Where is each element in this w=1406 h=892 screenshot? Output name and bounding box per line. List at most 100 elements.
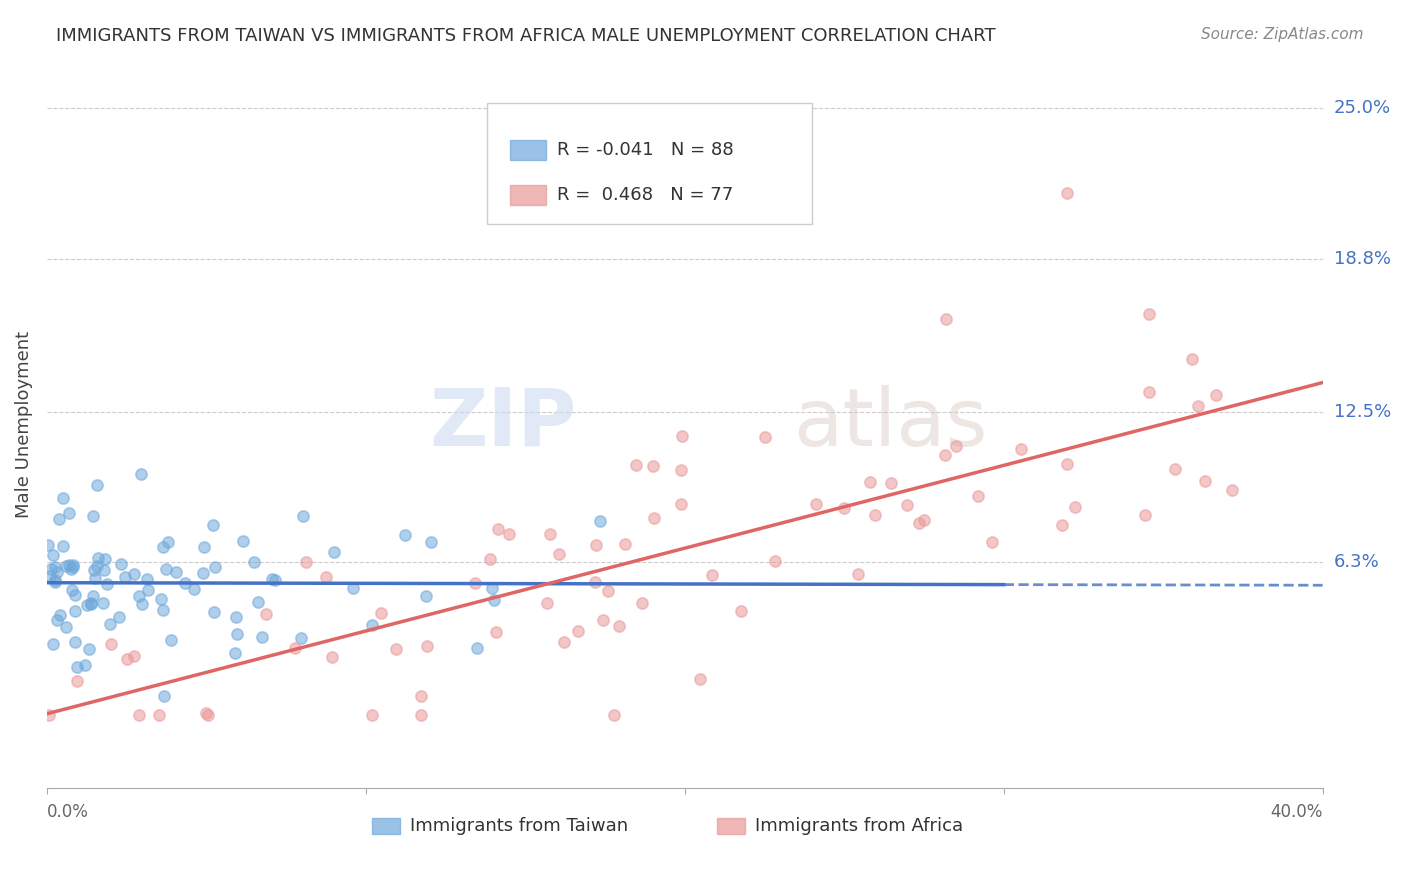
Point bbox=[832, 500, 855, 515]
Point bbox=[42, 548, 65, 562]
Point bbox=[981, 534, 1004, 549]
Point bbox=[49, 608, 72, 623]
Text: 18.8%: 18.8% bbox=[1334, 250, 1391, 268]
Point bbox=[86, 558, 108, 573]
Point bbox=[1137, 385, 1160, 400]
Text: R = -0.041   N = 88: R = -0.041 N = 88 bbox=[557, 141, 734, 159]
Point bbox=[110, 557, 132, 571]
Point bbox=[252, 630, 274, 644]
Point bbox=[114, 570, 136, 584]
Point bbox=[945, 439, 967, 453]
Point bbox=[66, 674, 89, 689]
Point bbox=[129, 467, 152, 481]
Point bbox=[232, 533, 254, 548]
FancyBboxPatch shape bbox=[717, 818, 745, 833]
Text: ZIP: ZIP bbox=[429, 385, 576, 463]
Point bbox=[65, 604, 87, 618]
Point bbox=[62, 560, 84, 574]
Point bbox=[1064, 500, 1087, 514]
Point bbox=[614, 536, 637, 550]
Point bbox=[643, 511, 665, 525]
Point bbox=[607, 619, 630, 633]
Point bbox=[498, 526, 520, 541]
Point bbox=[135, 572, 157, 586]
Point bbox=[409, 689, 432, 703]
Text: 40.0%: 40.0% bbox=[1270, 803, 1323, 821]
Point bbox=[75, 657, 97, 672]
Point bbox=[160, 632, 183, 647]
Point bbox=[58, 558, 80, 572]
Point bbox=[538, 526, 561, 541]
Point bbox=[83, 571, 105, 585]
Text: IMMIGRANTS FROM TAIWAN VS IMMIGRANTS FROM AFRICA MALE UNEMPLOYMENT CORRELATION C: IMMIGRANTS FROM TAIWAN VS IMMIGRANTS FRO… bbox=[56, 27, 995, 45]
Point bbox=[934, 448, 956, 462]
Point bbox=[284, 641, 307, 656]
Point bbox=[80, 596, 103, 610]
Point bbox=[465, 641, 488, 656]
Point bbox=[482, 592, 505, 607]
Point bbox=[108, 609, 131, 624]
Point bbox=[77, 641, 100, 656]
Point bbox=[589, 514, 612, 528]
Point bbox=[1194, 474, 1216, 488]
FancyBboxPatch shape bbox=[373, 818, 401, 833]
Point bbox=[671, 429, 693, 443]
Point bbox=[935, 311, 957, 326]
Point bbox=[567, 624, 589, 638]
Point bbox=[1205, 388, 1227, 402]
Point bbox=[55, 620, 77, 634]
Text: R =  0.468   N = 77: R = 0.468 N = 77 bbox=[557, 186, 734, 204]
Point bbox=[1137, 308, 1160, 322]
Point bbox=[416, 639, 439, 653]
Point bbox=[115, 652, 138, 666]
Point bbox=[290, 631, 312, 645]
Text: 0.0%: 0.0% bbox=[46, 803, 89, 821]
FancyBboxPatch shape bbox=[510, 185, 546, 205]
Point bbox=[671, 497, 693, 511]
Point bbox=[83, 563, 105, 577]
Point bbox=[165, 565, 187, 579]
Y-axis label: Male Unemployment: Male Unemployment bbox=[15, 330, 32, 517]
Point bbox=[44, 560, 66, 574]
FancyBboxPatch shape bbox=[510, 140, 546, 161]
Point bbox=[485, 624, 508, 639]
Point bbox=[136, 582, 159, 597]
Point bbox=[63, 588, 86, 602]
Point bbox=[66, 660, 89, 674]
Point bbox=[1187, 399, 1209, 413]
Point bbox=[122, 648, 145, 663]
Point bbox=[225, 610, 247, 624]
Point bbox=[41, 562, 63, 576]
Point bbox=[202, 518, 225, 533]
Point bbox=[419, 535, 441, 549]
Point bbox=[93, 563, 115, 577]
Point bbox=[224, 646, 246, 660]
Text: Immigrants from Taiwan: Immigrants from Taiwan bbox=[411, 816, 628, 835]
Point bbox=[669, 463, 692, 477]
Point bbox=[122, 566, 145, 581]
Point bbox=[197, 708, 219, 723]
Point bbox=[44, 573, 66, 587]
Point bbox=[94, 551, 117, 566]
Text: Immigrants from Africa: Immigrants from Africa bbox=[755, 816, 963, 835]
Point bbox=[370, 606, 392, 620]
Point bbox=[37, 538, 59, 552]
Point bbox=[1056, 457, 1078, 471]
Point bbox=[82, 509, 104, 524]
Point bbox=[481, 581, 503, 595]
Point bbox=[394, 528, 416, 542]
Point bbox=[55, 559, 77, 574]
Point bbox=[700, 568, 723, 582]
Point bbox=[156, 535, 179, 549]
Point bbox=[859, 475, 882, 489]
Point bbox=[585, 538, 607, 552]
Point bbox=[361, 617, 384, 632]
Point bbox=[52, 491, 75, 505]
Point bbox=[242, 556, 264, 570]
Point bbox=[86, 478, 108, 492]
Point bbox=[174, 576, 197, 591]
Point bbox=[603, 708, 626, 723]
Point bbox=[45, 565, 67, 579]
Point bbox=[583, 574, 606, 589]
Point bbox=[536, 596, 558, 610]
